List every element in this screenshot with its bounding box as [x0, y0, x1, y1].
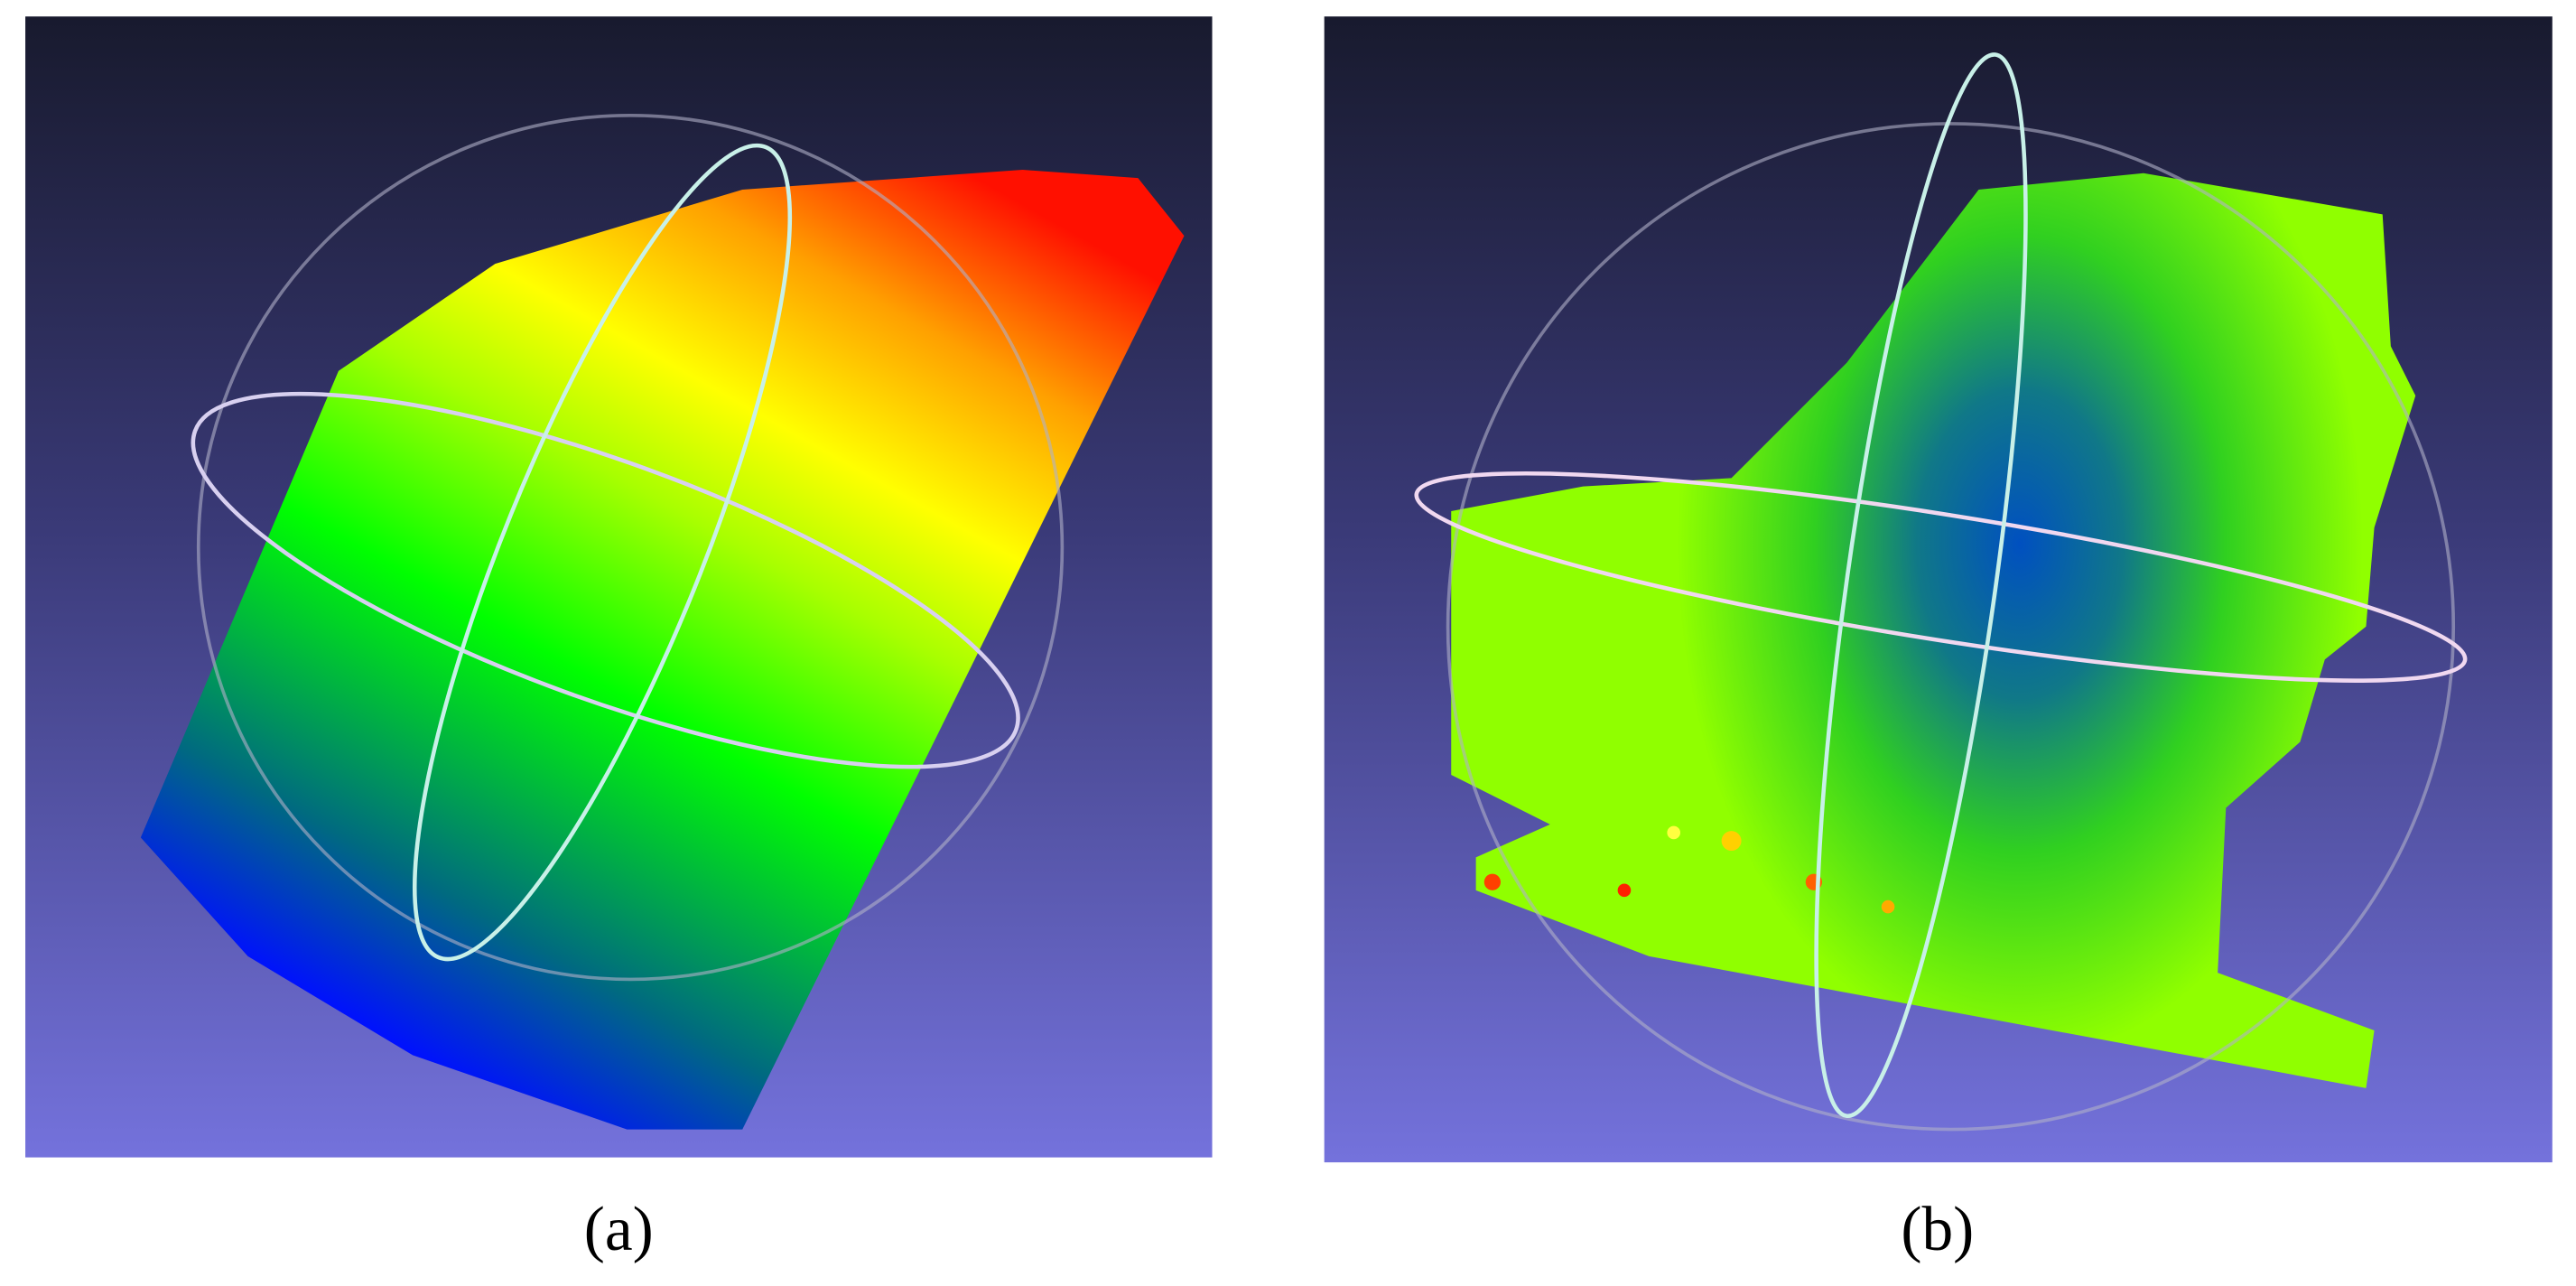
- surface: [140, 170, 1185, 1130]
- panel-a: [25, 16, 1213, 1158]
- trackball-circle: [196, 113, 1065, 982]
- trackball-ring: [191, 391, 1020, 769]
- point-cloud: [1451, 172, 2416, 1088]
- panel-b: [1324, 16, 2553, 1163]
- panel-label: (b): [1901, 1195, 1974, 1264]
- panel-label: (a): [584, 1195, 654, 1264]
- trackball-ring: [1814, 52, 2028, 1119]
- trackball-ring: [413, 143, 793, 962]
- trackball-circle: [1446, 122, 2456, 1132]
- trackball-ring: [1414, 471, 2468, 683]
